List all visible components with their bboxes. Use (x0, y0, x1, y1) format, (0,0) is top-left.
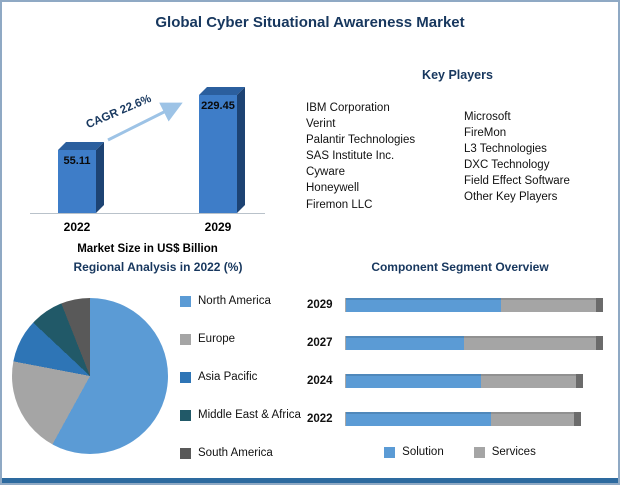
x-axis-labels: 2022 2029 (30, 220, 265, 234)
market-size-bar: 55.11 (58, 150, 96, 213)
key-players-column-1: IBM Corporation Verint Palantir Technolo… (306, 100, 464, 213)
stacked-legend: Solution Services (305, 446, 615, 458)
legend-swatch (384, 446, 396, 458)
legend-item: North America (180, 294, 302, 332)
key-player-item: L3 Technologies (464, 143, 547, 156)
key-player-item: IBM Corporation (306, 102, 390, 114)
cagr-label: CAGR 22.6% (84, 92, 154, 132)
stacked-bar-row: 2022 (307, 400, 615, 438)
stacked-bar-rows: 2029 2027 2024 (305, 286, 615, 438)
legend-swatch (180, 334, 191, 345)
key-player-item: Field Effect Software (464, 175, 570, 188)
page-title: Global Cyber Situational Awareness Marke… (155, 14, 465, 31)
solution-segment (346, 412, 491, 426)
component-segment-heading: Component Segment Overview (371, 260, 549, 274)
stacked-bar (345, 298, 615, 312)
component-segment-section: Component Segment Overview 2029 2027 (305, 260, 615, 478)
key-players-heading: Key Players (422, 68, 493, 82)
solution-segment (346, 298, 502, 312)
services-segment (490, 412, 574, 426)
legend-item: South America (180, 446, 302, 483)
bar-end-cap (596, 298, 604, 312)
key-player-item: Cyware (306, 166, 345, 179)
bar-value-label: 229.45 (201, 100, 235, 112)
key-player-item: Firemon LLC (306, 198, 373, 211)
bar-end-cap (596, 336, 604, 350)
legend-item: Asia Pacific (180, 370, 302, 408)
key-player-item: FireMon (464, 127, 507, 140)
services-segment (481, 374, 576, 388)
legend-item: Solution (384, 446, 444, 458)
key-player-item: DXC Technology (464, 159, 550, 172)
solution-segment (346, 374, 482, 388)
x-axis-label: 2029 (204, 220, 232, 234)
x-axis-label: 2022 (63, 220, 91, 234)
stacked-year-label: 2029 (307, 299, 333, 311)
regional-analysis-heading: Regional Analysis in 2022 (%) (73, 260, 243, 274)
legend-swatch (180, 410, 191, 421)
legend-label: Asia Pacific (198, 371, 258, 383)
legend-label: Services (491, 446, 536, 458)
stacked-bar-row: 2024 (307, 362, 615, 400)
stacked-bar (345, 336, 615, 350)
pie-legend: North America Europe Asia Pacific Middle… (180, 294, 302, 483)
key-players-column-2: Microsoft FireMon L3 Technologies DXC Te… (464, 100, 570, 213)
bar-end-cap (575, 374, 583, 388)
legend-swatch (180, 372, 191, 383)
stacked-bar (345, 374, 615, 388)
legend-swatch (473, 446, 485, 458)
key-players-columns: IBM Corporation Verint Palantir Technolo… (300, 100, 615, 213)
stacked-year-label: 2024 (307, 375, 333, 387)
legend-item: Europe (180, 332, 302, 370)
services-segment (501, 298, 597, 312)
key-player-item: Other Key Players (464, 191, 558, 204)
legend-item: Services (473, 446, 536, 458)
legend-item: Middle East & Africa (180, 408, 302, 446)
stacked-bar-row: 2027 (307, 324, 615, 362)
stacked-bar (345, 412, 615, 426)
key-players-section: Key Players IBM Corporation Verint Palan… (300, 68, 615, 213)
market-size-plot: CAGR 22.6% 55.11 229.45 (30, 74, 265, 214)
legend-label: South America (198, 447, 273, 459)
legend-label: Middle East & Africa (198, 409, 301, 421)
market-size-bar: 229.45 (199, 95, 237, 213)
bar-value-label: 55.11 (63, 155, 91, 167)
key-player-item: SAS Institute Inc. (306, 150, 395, 163)
bar-end-cap (573, 412, 581, 426)
legend-swatch (180, 296, 191, 307)
legend-label: Solution (402, 446, 444, 458)
key-player-item: Verint (306, 118, 336, 131)
stacked-year-label: 2022 (307, 413, 333, 425)
market-size-chart: CAGR 22.6% 55.11 229.45 2022 2029 Market… (30, 74, 265, 255)
key-player-item: Microsoft (464, 111, 511, 123)
regional-pie (12, 298, 168, 454)
regional-analysis-section: Regional Analysis in 2022 (%) North Amer… (8, 260, 304, 478)
legend-label: North America (198, 295, 271, 307)
stacked-bar-row: 2029 (307, 286, 615, 324)
legend-label: Europe (198, 333, 236, 345)
chart-caption: Market Size in US$ Billion (77, 243, 218, 255)
bottom-accent-bar (2, 478, 618, 483)
stacked-year-label: 2027 (307, 337, 333, 349)
solution-segment (346, 336, 464, 350)
key-player-item: Palantir Technologies (306, 134, 416, 147)
services-segment (463, 336, 597, 350)
legend-swatch (180, 448, 191, 459)
key-player-item: Honeywell (306, 182, 360, 195)
